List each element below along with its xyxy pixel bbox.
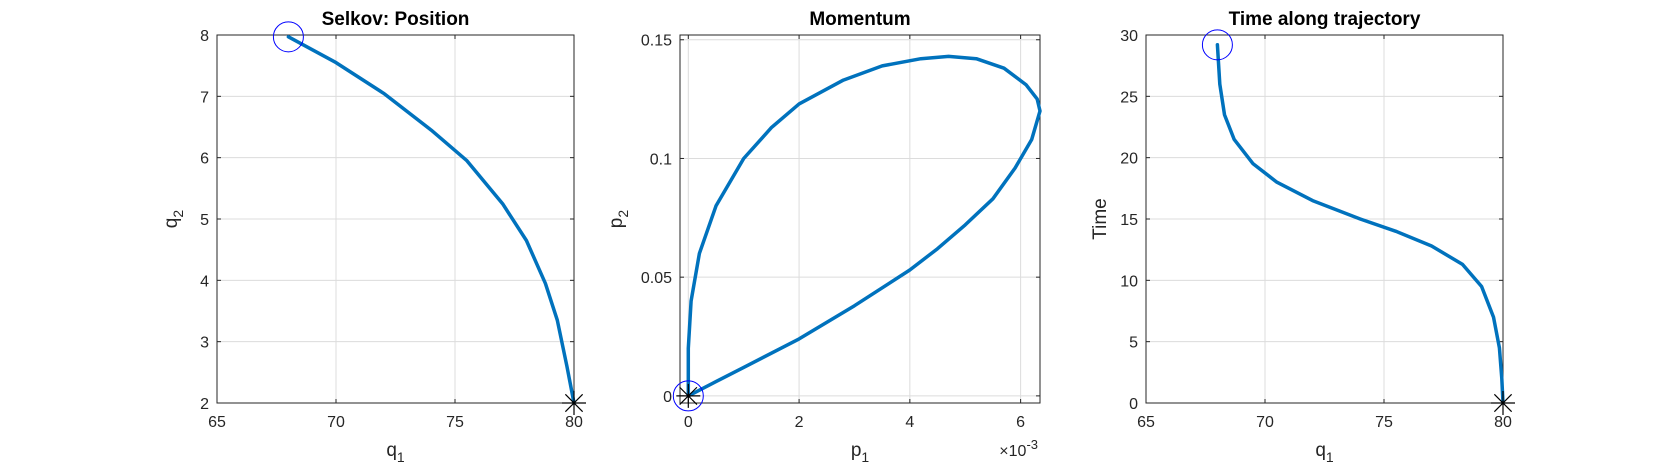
series-line <box>286 35 576 405</box>
x-axis-label-subscript: 1 <box>397 449 405 465</box>
end-marker-stroke <box>564 393 584 413</box>
chart-3: 65 70 75 80 0 5 10 15 20 25 30 Time along trajector… <box>1090 9 1515 465</box>
x-tick-label: 2 <box>795 414 804 431</box>
chart-title: Time along trajectory <box>1229 9 1421 30</box>
y-axis-label-subscript: 2 <box>615 210 631 218</box>
x-exponent-power: -3 <box>1026 437 1038 452</box>
x-tick-label: 75 <box>446 414 464 431</box>
x-exponent-base: ×10 <box>999 443 1026 460</box>
y-axis-label-main: p <box>606 218 627 229</box>
x-axis-label-subscript: 1 <box>861 449 869 465</box>
x-tick-label: 80 <box>1494 414 1512 431</box>
end-marker-stroke <box>1493 393 1513 413</box>
y-axis-label-main: q <box>161 218 182 229</box>
y-tick-label: 5 <box>200 212 209 229</box>
x-tick-label: 70 <box>327 414 345 431</box>
y-axis-label: p2 <box>606 210 631 229</box>
series-line <box>686 54 1042 398</box>
y-tick-label: 5 <box>1129 335 1138 352</box>
x-axis-label: p1 <box>851 440 870 465</box>
axes-box <box>679 34 1041 404</box>
chart-title: Selkov: Position <box>322 9 470 30</box>
y-tick-label: 8 <box>200 28 209 45</box>
start-marker <box>1201 29 1233 61</box>
y-tick-label: 6 <box>200 151 209 168</box>
y-tick-label: 3 <box>200 335 209 352</box>
y-tick-label: 30 <box>1120 28 1138 45</box>
y-axis-label-subscript: 2 <box>170 210 186 218</box>
x-tick-label: 65 <box>208 414 226 431</box>
y-tick-label: 15 <box>1120 212 1138 229</box>
y-tick-label: 0 <box>663 389 672 406</box>
x-axis-label-main: p <box>851 440 862 461</box>
x-axis-label: q1 <box>1315 440 1334 465</box>
start-marker <box>672 380 704 412</box>
x-tick-label: 6 <box>1016 414 1025 431</box>
y-tick-label: 0.15 <box>641 33 672 50</box>
y-axis-label: Time <box>1090 198 1111 240</box>
y-tick-label: 10 <box>1120 273 1138 290</box>
y-tick-label: 4 <box>200 273 209 290</box>
end-marker <box>1491 391 1515 415</box>
y-tick-label: 0 <box>1129 396 1138 413</box>
x-tick-label: 0 <box>684 414 693 431</box>
end-marker <box>562 391 586 415</box>
x-tick-label: 75 <box>1375 414 1393 431</box>
y-tick-label: 7 <box>200 89 209 106</box>
y-tick-label: 0.1 <box>650 151 672 168</box>
x-tick-label: 4 <box>905 414 914 431</box>
end-marker-stroke <box>679 386 698 405</box>
y-tick-label: 20 <box>1120 151 1138 168</box>
start-marker <box>272 21 304 53</box>
x-tick-label: 65 <box>1137 414 1155 431</box>
y-tick-label: 25 <box>1120 89 1138 106</box>
series-line <box>1215 43 1505 405</box>
chart-title: Momentum <box>809 9 910 30</box>
x-tick-label: 70 <box>1256 414 1274 431</box>
x-exponent-label: ×10-3 <box>999 437 1038 460</box>
x-tick-label: 80 <box>565 414 583 431</box>
x-axis-label-main: q <box>386 440 397 461</box>
y-tick-label: 0.05 <box>641 270 672 287</box>
x-axis-label-subscript: 1 <box>1326 449 1334 465</box>
x-axis-label: q1 <box>386 440 405 465</box>
y-axis-label: q2 <box>161 210 186 229</box>
y-tick-label: 2 <box>200 396 209 413</box>
x-axis-label-main: q <box>1315 440 1326 461</box>
y-axis-label-main: Time <box>1090 198 1111 240</box>
end-marker <box>676 383 701 408</box>
